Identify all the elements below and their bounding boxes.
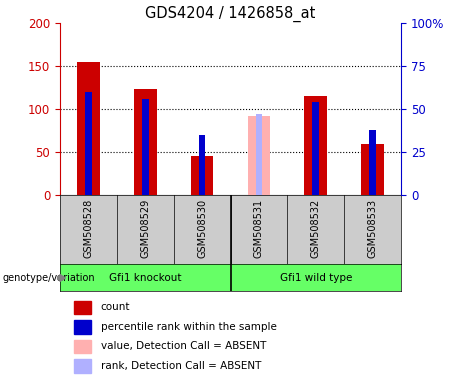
Bar — [74, 320, 91, 334]
Bar — [199, 135, 206, 195]
Title: GDS4204 / 1426858_at: GDS4204 / 1426858_at — [145, 5, 316, 22]
Text: percentile rank within the sample: percentile rank within the sample — [101, 322, 277, 332]
Text: Gfi1 knockout: Gfi1 knockout — [109, 273, 182, 283]
Bar — [74, 340, 91, 353]
Bar — [142, 99, 148, 195]
Bar — [74, 359, 91, 372]
Bar — [191, 156, 213, 195]
Bar — [230, 265, 401, 291]
Text: count: count — [101, 303, 130, 313]
Text: GSM508533: GSM508533 — [367, 199, 378, 258]
Bar — [304, 96, 327, 195]
Bar — [60, 265, 230, 291]
Bar — [74, 301, 91, 314]
Bar — [248, 116, 270, 195]
Bar — [361, 144, 384, 195]
Bar — [134, 89, 157, 195]
Text: genotype/variation: genotype/variation — [2, 273, 95, 283]
Text: GSM508531: GSM508531 — [254, 199, 264, 258]
Bar — [313, 103, 319, 195]
Text: value, Detection Call = ABSENT: value, Detection Call = ABSENT — [101, 341, 266, 351]
Bar — [77, 62, 100, 195]
Bar — [369, 130, 376, 195]
Text: GSM508530: GSM508530 — [197, 199, 207, 258]
Bar — [255, 114, 262, 195]
Text: rank, Detection Call = ABSENT: rank, Detection Call = ABSENT — [101, 361, 261, 371]
Text: Gfi1 wild type: Gfi1 wild type — [280, 273, 352, 283]
Bar — [85, 92, 92, 195]
Text: GSM508528: GSM508528 — [83, 199, 94, 258]
Text: GSM508529: GSM508529 — [140, 199, 150, 258]
Text: GSM508532: GSM508532 — [311, 199, 321, 258]
